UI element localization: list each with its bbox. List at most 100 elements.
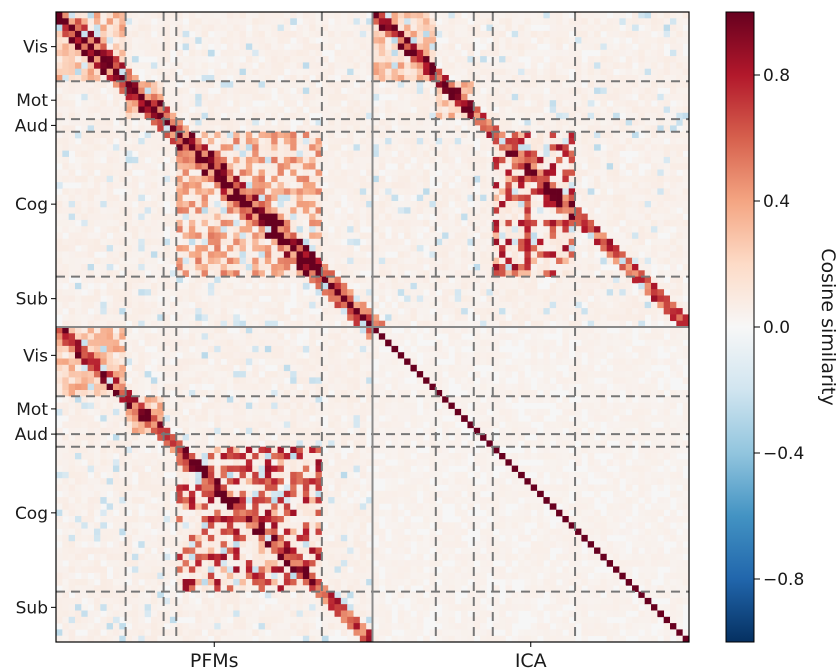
heatmap-cell [195, 327, 202, 334]
heatmap-cell [505, 125, 513, 133]
heatmap-cell [562, 81, 570, 88]
heatmap-cell [207, 207, 215, 214]
heatmap-cell [119, 112, 126, 120]
heatmap-cell [195, 207, 202, 214]
heatmap-cell [56, 213, 63, 221]
heatmap-cell [220, 144, 228, 151]
heatmap-cell [106, 245, 114, 252]
heatmap-cell [271, 68, 278, 76]
heatmap-cell [492, 125, 500, 133]
heatmap-cell [157, 320, 164, 328]
heatmap-cell [435, 301, 443, 309]
heatmap-cell [188, 270, 196, 277]
heatmap-cell [157, 238, 164, 246]
heatmap-cell [334, 339, 342, 347]
heatmap-cell [549, 282, 557, 290]
heatmap-cell [378, 144, 386, 151]
heatmap-cell [100, 314, 107, 322]
heatmap-cell [632, 270, 639, 277]
heatmap-cell [150, 150, 158, 158]
heatmap-cell [56, 81, 63, 88]
heatmap-cell [549, 289, 557, 296]
heatmap-cell [378, 37, 386, 44]
heatmap-cell [119, 24, 126, 32]
heatmap-cell [492, 43, 500, 51]
heatmap-cell [410, 81, 418, 88]
heatmap-cell [277, 43, 285, 51]
heatmap-cell [353, 226, 361, 233]
heatmap-cell [537, 345, 544, 353]
heatmap-cell [100, 219, 107, 227]
heatmap-cell [657, 49, 665, 57]
heatmap-cell [461, 257, 468, 265]
heatmap-cell [290, 213, 297, 221]
heatmap-cell [404, 295, 411, 303]
heatmap-cell [359, 251, 367, 259]
heatmap-cell [340, 37, 348, 44]
heatmap-cell [556, 68, 563, 76]
heatmap-cell [290, 238, 297, 246]
heatmap-cell [575, 56, 582, 63]
heatmap-cell [81, 257, 88, 265]
heatmap-cell [245, 194, 253, 202]
heatmap-cell [182, 207, 190, 214]
heatmap-cell [505, 156, 513, 164]
heatmap-cell [682, 282, 689, 290]
heatmap-cell [283, 257, 291, 265]
heatmap-cell [68, 87, 76, 95]
heatmap-cell [68, 314, 76, 322]
heatmap-cell [486, 327, 494, 334]
heatmap-cell [62, 188, 70, 196]
heatmap-cell [340, 257, 348, 265]
heatmap-cell [663, 301, 671, 309]
heatmap-cell [239, 219, 247, 227]
heatmap-cell [309, 62, 316, 70]
heatmap-cell [74, 188, 82, 196]
heatmap-cell [347, 125, 354, 133]
heatmap-cell [442, 226, 449, 233]
heatmap-cell [442, 62, 449, 70]
heatmap-cell [131, 75, 139, 82]
heatmap-cell [657, 43, 665, 51]
heatmap-cell [581, 295, 589, 303]
heatmap-cell [233, 131, 240, 139]
heatmap-cell [182, 62, 190, 70]
heatmap-cell [473, 62, 481, 70]
heatmap-cell [562, 49, 570, 57]
heatmap-cell [575, 112, 582, 120]
heatmap-cell [296, 30, 304, 38]
heatmap-cell [252, 30, 259, 38]
heatmap-cell [511, 12, 519, 19]
heatmap-cell [600, 188, 608, 196]
heatmap-cell [182, 112, 190, 120]
heatmap-cell [505, 320, 513, 328]
heatmap-cell [537, 207, 544, 214]
heatmap-cell [245, 264, 253, 271]
heatmap-cell [131, 295, 139, 303]
heatmap-cell [549, 232, 557, 240]
heatmap-cell [651, 282, 658, 290]
heatmap-cell [638, 238, 646, 246]
heatmap-cell [188, 276, 196, 284]
heatmap-cell [74, 12, 82, 19]
heatmap-cell [340, 75, 348, 82]
heatmap-cell [239, 119, 247, 126]
heatmap-cell [258, 232, 266, 240]
heatmap-cell [600, 163, 608, 170]
heatmap-cell [619, 18, 627, 25]
heatmap-cell [87, 257, 95, 265]
heatmap-cell [518, 24, 525, 32]
heatmap-cell [499, 56, 506, 63]
heatmap-cell [594, 308, 601, 315]
heatmap-cell [163, 125, 171, 133]
heatmap-cell [416, 138, 424, 145]
heatmap-cell [467, 106, 475, 114]
heatmap-cell [56, 238, 63, 246]
heatmap-cell [245, 175, 253, 183]
heatmap-cell [499, 245, 506, 252]
heatmap-cell [556, 270, 563, 277]
heatmap-cell [138, 112, 145, 120]
heatmap-cell [106, 264, 114, 271]
heatmap-cell [100, 238, 107, 246]
heatmap-cell [245, 138, 253, 145]
